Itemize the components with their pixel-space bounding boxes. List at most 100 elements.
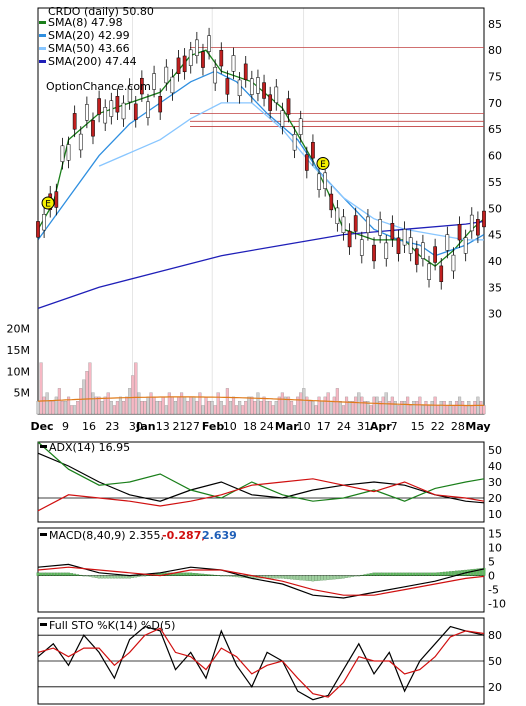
series-sma50: [98, 102, 484, 241]
macd-histogram-bar: [360, 574, 364, 576]
macd-histogram-bar: [430, 572, 434, 576]
macd-histogram-bar: [409, 572, 413, 576]
macd-histogram-bar: [369, 573, 373, 576]
legend-label-1: SMA(20) 42.99: [48, 29, 130, 42]
macd-histogram-bar: [354, 575, 358, 577]
candle-body: [463, 237, 468, 254]
volume-bar: [210, 401, 214, 415]
macd-histogram-bar: [82, 575, 86, 577]
volume-bar: [54, 396, 58, 415]
macd-histogram-bar: [445, 571, 449, 576]
volume-bar: [73, 405, 77, 415]
macd-histogram-bar: [326, 575, 330, 580]
adx-y-tick-label: 30: [488, 476, 502, 489]
macd-histogram-bar: [314, 575, 318, 582]
volume-bar: [445, 405, 449, 415]
candle-body: [311, 142, 315, 159]
volume-bar: [467, 401, 471, 415]
price-y-tick-label: 65: [488, 123, 502, 136]
volume-bar: [396, 405, 401, 415]
candle-body: [378, 219, 382, 236]
volume-bar: [91, 392, 95, 415]
price-panel: 30 35 40 45 50 55 60 65 70 75 80 85 E E CRDO (daily) 5…: [36, 5, 502, 415]
candle-body: [359, 239, 364, 256]
candle-body: [127, 85, 132, 103]
volume-bar: [103, 396, 107, 415]
macd-histogram-bar: [235, 575, 238, 578]
volume-bar: [421, 405, 425, 415]
x-tick-label: 22: [431, 420, 445, 433]
candle-body: [298, 118, 303, 135]
volume-bar: [329, 401, 333, 415]
candle-body: [243, 63, 248, 80]
macd-histogram-bar: [308, 575, 312, 582]
legend-label-0: SMA(8) 47.98: [48, 16, 123, 29]
macd-histogram-value: 2.639: [202, 529, 237, 542]
candle-body: [280, 110, 285, 127]
candle-body: [231, 55, 236, 72]
volume-bar: [464, 405, 468, 415]
macd-histogram-bar: [51, 572, 55, 576]
candle-body: [97, 98, 101, 115]
candle-body: [42, 214, 46, 231]
volume-bar: [390, 396, 394, 415]
macd-histogram-bar: [317, 575, 321, 581]
macd-histogram-bar: [183, 572, 187, 576]
legend-swatch-2: [39, 47, 46, 50]
adx-y-tick-label: 20: [488, 492, 502, 505]
volume-bar: [415, 401, 419, 415]
macd-histogram-bar: [42, 572, 46, 576]
volume-bar: [186, 401, 190, 415]
volume-bar: [378, 401, 382, 415]
earnings-marker-label: E: [45, 199, 51, 209]
macd-histogram-bar: [387, 572, 391, 576]
macd-histogram-bar: [384, 572, 388, 576]
volume-bar: [51, 401, 55, 415]
macd-histogram-bar: [442, 571, 446, 576]
volume-bar: [76, 401, 80, 415]
macd-histogram-bar: [274, 575, 278, 579]
macd-histogram-bar: [323, 575, 327, 581]
volume-bar: [274, 401, 278, 415]
x-tick-label: Jan: [135, 420, 155, 433]
volume-bar: [134, 362, 138, 415]
adx-y-tick-label: 50: [488, 444, 502, 457]
volume-bar: [454, 401, 459, 415]
earnings-marker-1: [316, 156, 330, 170]
volume-bar: [259, 401, 263, 415]
x-tick-label: 27: [186, 420, 200, 433]
macd-histogram-bar: [125, 575, 128, 579]
candle-body: [91, 120, 95, 137]
macd-series-signal: [37, 566, 485, 596]
macd-histogram-bar: [299, 575, 303, 581]
volume-bar: [189, 396, 193, 415]
macd-histogram-bar: [311, 575, 315, 582]
macd-histogram-bar: [225, 575, 229, 577]
volume-bar: [286, 396, 291, 415]
volume-bar: [128, 388, 132, 415]
macd-histogram-bar: [219, 575, 223, 577]
adx-series-minusdi: [37, 478, 485, 512]
macd-histogram-bar: [76, 574, 80, 576]
sto-y-tick-label: 20: [488, 681, 502, 694]
volume-bar: [412, 401, 416, 415]
volume-bar: [219, 401, 223, 415]
macd-histogram-bar: [201, 573, 205, 576]
macd-histogram-bar: [296, 575, 300, 580]
volume-bar: [192, 396, 196, 415]
macd-histogram-bar: [57, 572, 61, 576]
volume-bar: [317, 396, 321, 415]
volume-bar: [406, 396, 410, 415]
volume-bar: [387, 401, 391, 415]
candle-body: [317, 173, 321, 190]
macd-histogram-bar: [335, 575, 339, 580]
x-tick-label: 21: [173, 420, 187, 433]
candle-body: [353, 215, 358, 232]
macd-histogram-bar: [302, 575, 306, 581]
price-y-tick-label: 40: [488, 255, 502, 268]
price-frame: [37, 7, 485, 415]
volume-bar: [82, 379, 86, 415]
volume-bar: [436, 405, 440, 415]
macd-histogram-bar: [305, 575, 309, 581]
